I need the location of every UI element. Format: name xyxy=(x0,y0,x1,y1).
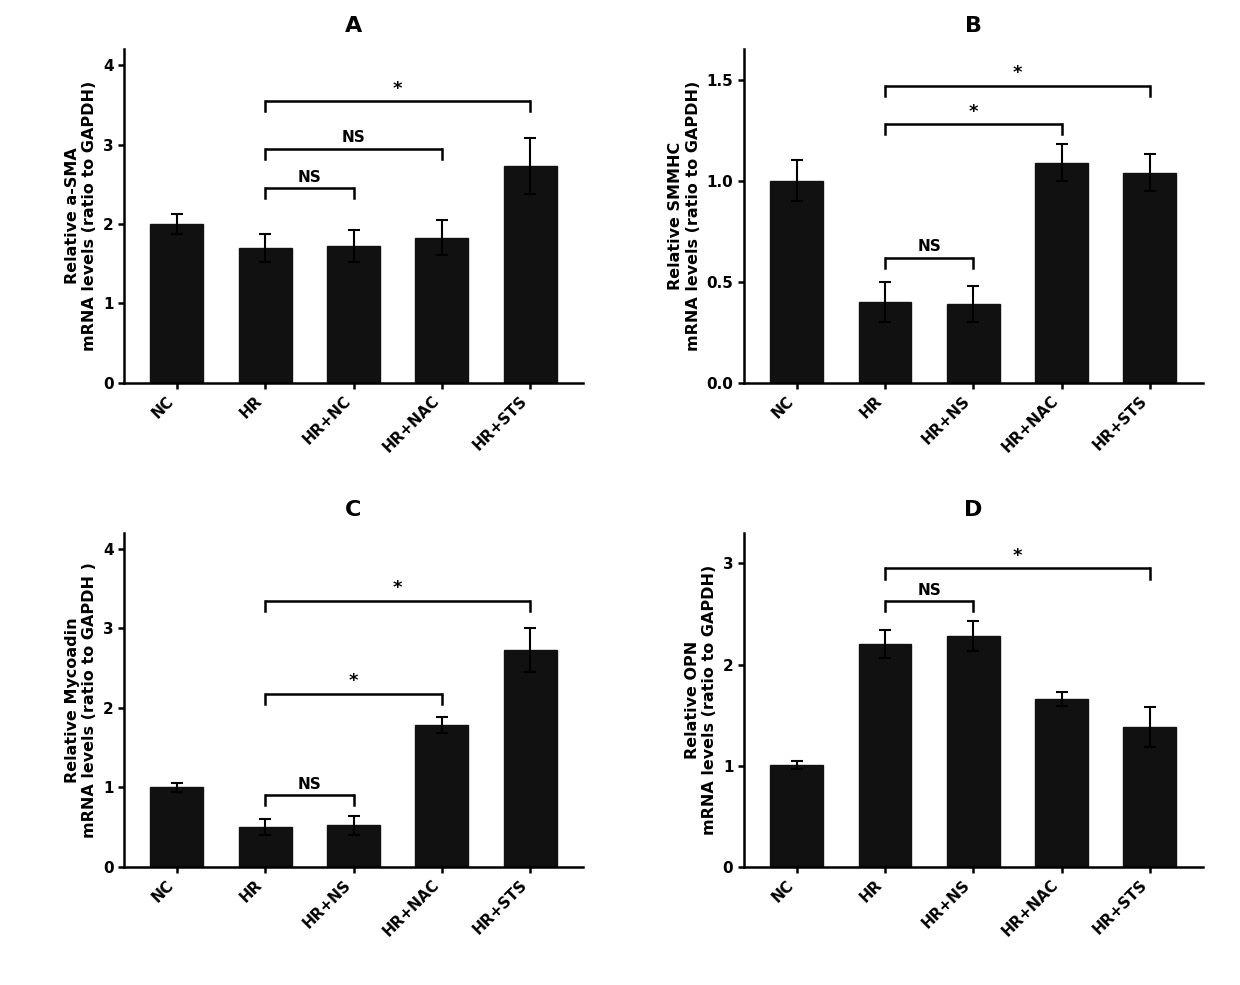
Bar xyxy=(415,237,469,383)
Text: *: * xyxy=(968,102,978,121)
Bar xyxy=(770,764,823,867)
Bar xyxy=(239,248,291,383)
Bar xyxy=(150,787,203,867)
Bar xyxy=(770,180,823,383)
Text: NS: NS xyxy=(342,130,366,145)
Bar xyxy=(327,825,379,867)
Text: B: B xyxy=(965,16,982,35)
Text: NS: NS xyxy=(918,582,941,598)
Y-axis label: Relative SMMHC
mRNA levels (ratio to GAPDH): Relative SMMHC mRNA levels (ratio to GAP… xyxy=(668,81,701,352)
Text: *: * xyxy=(393,579,403,597)
Text: NS: NS xyxy=(918,239,941,254)
Text: *: * xyxy=(1013,547,1022,565)
Text: *: * xyxy=(1013,64,1022,83)
Text: NS: NS xyxy=(298,170,321,185)
Bar xyxy=(858,302,911,383)
Bar xyxy=(415,725,469,867)
Bar xyxy=(947,304,999,383)
Text: C: C xyxy=(346,499,362,520)
Bar xyxy=(947,636,999,867)
Bar xyxy=(327,246,379,383)
Text: D: D xyxy=(963,499,982,520)
Text: *: * xyxy=(348,672,358,690)
Bar xyxy=(1123,727,1177,867)
Bar xyxy=(503,166,557,383)
Y-axis label: Relative Mycoadin
mRNA levels (ratio to GAPDH ): Relative Mycoadin mRNA levels (ratio to … xyxy=(64,562,97,838)
Bar xyxy=(150,224,203,383)
Bar xyxy=(503,650,557,867)
Bar xyxy=(1035,163,1087,383)
Bar xyxy=(1123,172,1177,383)
Y-axis label: Relative a-SMA
mRNA levels (ratio to GAPDH): Relative a-SMA mRNA levels (ratio to GAP… xyxy=(64,81,97,352)
Bar xyxy=(239,827,291,867)
Text: NS: NS xyxy=(298,777,321,792)
Text: *: * xyxy=(393,80,403,98)
Text: A: A xyxy=(345,16,362,35)
Bar xyxy=(1035,699,1087,867)
Y-axis label: Relative OPN
mRNA levels (ratio to GAPDH): Relative OPN mRNA levels (ratio to GAPDH… xyxy=(684,564,717,835)
Bar xyxy=(858,644,911,867)
